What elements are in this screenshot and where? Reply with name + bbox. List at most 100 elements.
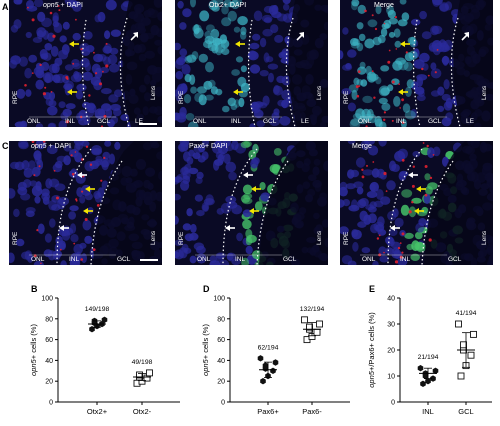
x-tick-label: Otx2+	[87, 407, 108, 416]
data-point	[136, 371, 143, 379]
scale-bar	[140, 259, 158, 261]
y-tick-label: 0	[221, 400, 225, 407]
panel-letter-c: C	[2, 141, 9, 151]
layer-label-rpe: RPE	[343, 231, 350, 245]
micrograph-c-pax6-dapi: Pax6+ DAPI RPE Lens ONL INL GCL	[175, 141, 328, 265]
layer-label-rpe: RPE	[178, 231, 185, 245]
arrow-icon	[59, 225, 69, 231]
micrograph-image	[9, 0, 162, 127]
micrograph-c-opn5-dapi: opn5 + DAPI RPE Lens ONL INL GCL	[9, 141, 162, 265]
arrow-icon	[235, 41, 245, 47]
arrow-icon	[69, 41, 79, 47]
y-tick-label: 10	[387, 374, 395, 381]
data-point	[467, 351, 475, 359]
arrow-icon	[243, 172, 253, 178]
layer-label-gcl: GCL	[428, 118, 442, 125]
micrograph-a-opn5-dapi: opn5 + DAPI RPE Lens ONL INL GCL LE	[9, 0, 162, 127]
layer-label-onl: ONL	[197, 256, 211, 263]
layer-label-le: LE	[466, 118, 474, 125]
micrograph-title: opn5 + DAPI	[43, 2, 83, 9]
micrograph-image	[175, 141, 328, 265]
data-point	[313, 328, 321, 336]
y-axis-label: opn5+/Pax6+ cells (%)	[367, 312, 376, 388]
count-annotation: 21/194	[418, 354, 439, 361]
arrow-icon	[83, 208, 93, 214]
layer-label-inl: INL	[69, 256, 80, 263]
data-point	[272, 359, 279, 366]
y-tick-label: 60	[45, 337, 53, 344]
micrograph-a-merge: Merge RPE Lens ONL INL GCL LE	[340, 0, 493, 127]
data-point	[417, 365, 424, 372]
count-annotation: 132/194	[300, 306, 325, 313]
micrograph-title: Otx2+ DAPI	[209, 2, 247, 9]
x-tick-label: Pax6-	[302, 407, 322, 416]
chart-panel-e: 0 10 20 30 40 opn5+/Pax6+ cells (%) INL GCL 21/1…	[367, 296, 492, 416]
arrow-icon	[296, 32, 304, 41]
layer-label-lens: Lens	[316, 230, 323, 245]
data-point	[455, 320, 462, 328]
y-tick-label: 60	[217, 337, 225, 344]
layer-label-lens: Lens	[481, 85, 488, 100]
layer-label-le: LE	[301, 118, 309, 125]
micrograph-title: Pax6+ DAPI	[189, 143, 228, 150]
layer-label-onl: ONL	[193, 118, 207, 125]
arrow-icon	[461, 32, 469, 41]
layer-label-rpe: RPE	[12, 90, 19, 104]
panel-letter-e: E	[369, 284, 376, 294]
arrow-icon	[67, 89, 77, 95]
layer-label-lens: Lens	[316, 85, 323, 100]
y-axis-label: opn5+ cells (%)	[201, 324, 210, 376]
y-tick-label: 100	[213, 296, 225, 303]
arrow-icon	[249, 208, 259, 214]
layer-label-gcl: GCL	[97, 118, 111, 125]
x-tick-label: INL	[422, 407, 434, 416]
micrograph-c-merge: Merge RPE Lens ONL INL GCL	[340, 141, 493, 265]
data-point	[316, 320, 323, 328]
x-tick-label: Otx2-	[133, 407, 152, 416]
data-point	[101, 316, 108, 323]
layer-label-rpe: RPE	[178, 90, 185, 104]
data-point	[89, 326, 95, 333]
arrow-icon	[251, 186, 261, 192]
y-tick-label: 30	[387, 322, 395, 329]
y-tick-label: 80	[45, 316, 53, 323]
data-point	[460, 341, 467, 349]
arrow-icon	[85, 186, 95, 192]
data-point	[146, 369, 153, 377]
data-point	[457, 372, 465, 380]
layer-label-lens: Lens	[150, 230, 157, 245]
count-annotation: 49/198	[132, 359, 153, 366]
y-tick-label: 0	[49, 400, 53, 407]
x-tick-label: GCL	[458, 407, 473, 416]
data-point	[262, 362, 269, 369]
y-tick-label: 20	[387, 348, 395, 355]
layer-label-lens: Lens	[481, 230, 488, 245]
y-tick-label: 40	[387, 296, 395, 303]
micrograph-image	[340, 0, 493, 127]
layer-label-inl: INL	[396, 118, 407, 125]
panel-letter-b: B	[31, 284, 38, 294]
panel-letter-d: D	[203, 284, 210, 294]
arrow-icon	[77, 172, 87, 178]
data-point	[470, 330, 477, 338]
count-annotation: 62/194	[258, 344, 279, 351]
data-point	[260, 378, 266, 385]
micrograph-a-otx2-dapi: Otx2+ DAPI RPE Lens ONL INL GCL LE	[175, 0, 328, 127]
layer-label-onl: ONL	[27, 118, 41, 125]
micrograph-image	[340, 141, 493, 265]
layer-label-lens: Lens	[150, 85, 157, 100]
panel-letter-a: A	[2, 2, 9, 12]
count-annotation: 149/198	[85, 306, 110, 313]
layer-label-onl: ONL	[358, 118, 372, 125]
y-tick-label: 0	[391, 400, 395, 407]
layer-label-gcl: GCL	[283, 256, 297, 263]
y-tick-label: 100	[41, 296, 53, 303]
arrow-icon	[400, 41, 410, 47]
chart-panel-d: 0 20 40 60 80 100 opn5+ cells (%) Pax6+ Pax6- 62/…	[201, 296, 350, 416]
micrograph-title: opn5 + DAPI	[31, 143, 71, 150]
arrow-icon	[414, 208, 424, 214]
data-point	[257, 355, 264, 362]
y-tick-label: 40	[217, 358, 225, 365]
layer-label-inl: INL	[235, 256, 246, 263]
arrow-icon	[225, 225, 235, 231]
